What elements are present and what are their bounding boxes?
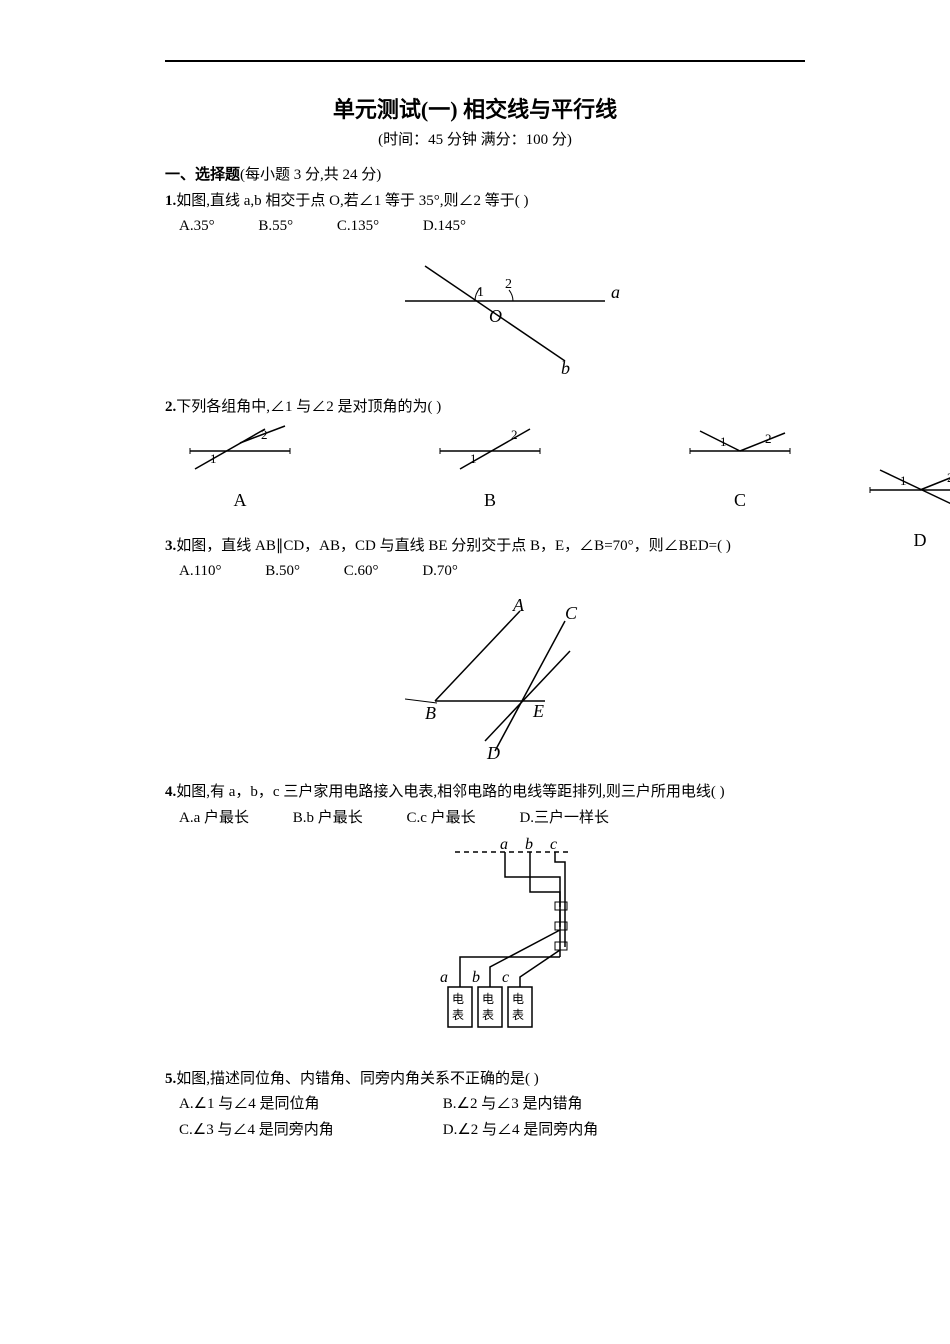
- question-5: 5.如图,描述同位角、内错角、同旁内角关系不正确的是( ) A.∠1 与∠4 是…: [165, 1067, 845, 1144]
- svg-text:E: E: [532, 701, 544, 721]
- q3-num: 3.: [165, 538, 176, 554]
- svg-text:b: b: [525, 837, 533, 853]
- svg-text:A: A: [512, 595, 525, 615]
- q5-opt-d: D.∠2 与∠4 是同旁内角: [443, 1122, 599, 1138]
- svg-text:D: D: [486, 743, 500, 761]
- page-subtitle: (时间：45 分钟 满分：100 分): [85, 128, 865, 149]
- question-3: 3.如图，直线 AB∥CD，AB，CD 与直线 BE 分别交于点 B，E，∠B=…: [165, 534, 845, 771]
- top-rule: [165, 60, 805, 62]
- svg-text:2: 2: [511, 427, 518, 442]
- q1-opt-b: B.55°: [258, 214, 293, 240]
- svg-text:B: B: [425, 703, 436, 723]
- q1-text: 如图,直线 a,b 相交于点 O,若∠1 等于 35°,则∠2 等于( ): [176, 193, 528, 209]
- q2-label-a: A: [185, 485, 295, 516]
- q5-num: 5.: [165, 1071, 176, 1087]
- q2-fig-d: 1 2 D: [865, 460, 950, 555]
- q1-figure: 1 2 O a b: [165, 246, 845, 386]
- svg-text:1: 1: [900, 473, 907, 488]
- svg-text:1: 1: [470, 451, 477, 466]
- svg-text:电: 电: [482, 992, 494, 1006]
- q5-text: 如图,描述同位角、内错角、同旁内角关系不正确的是( ): [176, 1071, 539, 1087]
- svg-text:b: b: [561, 358, 570, 376]
- svg-text:b: b: [472, 969, 480, 986]
- q4-opt-a: A.a 户最长: [179, 806, 249, 832]
- q3-figure: A C B E D: [165, 591, 845, 771]
- q4-options: A.a 户最长 B.b 户最长 C.c 户最长 D.三户一样长: [179, 806, 845, 832]
- q2-fig-c: 1 2 C: [685, 421, 795, 516]
- q3-options: A.110° B.50° C.60° D.70°: [179, 559, 845, 585]
- q1-opt-d: D.145°: [423, 214, 466, 240]
- q2-figures: 1 2 A 1 2 B: [185, 421, 845, 516]
- svg-text:2: 2: [765, 431, 772, 446]
- svg-text:C: C: [565, 603, 578, 623]
- svg-text:c: c: [502, 969, 509, 986]
- q3-opt-d: D.70°: [422, 559, 458, 585]
- q4-text: 如图,有 a，b，c 三户家用电路接入电表,相邻电路的电线等距排列,则三户所用电…: [176, 784, 724, 800]
- content: 一、选择题(每小题 3 分,共 24 分) 1.如图,直线 a,b 相交于点 O…: [165, 163, 845, 1143]
- q5-opt-b: B.∠2 与∠3 是内错角: [443, 1096, 583, 1112]
- q5-options: A.∠1 与∠4 是同位角 B.∠2 与∠3 是内错角 C.∠3 与∠4 是同旁…: [179, 1092, 845, 1143]
- svg-text:电: 电: [452, 992, 464, 1006]
- q2-fig-a: 1 2 A: [185, 421, 295, 516]
- q3-opt-c: C.60°: [344, 559, 379, 585]
- question-4: 4.如图,有 a，b，c 三户家用电路接入电表,相邻电路的电线等距排列,则三户所…: [165, 780, 845, 1057]
- svg-text:c: c: [550, 837, 557, 853]
- q2-text: 下列各组角中,∠1 与∠2 是对顶角的为( ): [176, 399, 441, 415]
- q3-text: 如图，直线 AB∥CD，AB，CD 与直线 BE 分别交于点 B，E，∠B=70…: [176, 538, 731, 554]
- q1-num: 1.: [165, 193, 176, 209]
- svg-text:2: 2: [261, 427, 268, 442]
- page-title: 单元测试(一) 相交线与平行线: [85, 92, 865, 124]
- svg-text:表: 表: [482, 1008, 494, 1022]
- q5-opt-a: A.∠1 与∠4 是同位角: [179, 1092, 439, 1118]
- svg-text:a: a: [500, 837, 508, 853]
- q5-opt-c: C.∠3 与∠4 是同旁内角: [179, 1118, 439, 1144]
- section-head: 一、选择题: [165, 167, 240, 183]
- q4-opt-d: D.三户一样长: [519, 806, 609, 832]
- section-1-heading: 一、选择题(每小题 3 分,共 24 分): [165, 163, 845, 189]
- question-1: 1.如图,直线 a,b 相交于点 O,若∠1 等于 35°,则∠2 等于( ) …: [165, 189, 845, 386]
- q4-num: 4.: [165, 784, 176, 800]
- q2-fig-b: 1 2 B: [435, 421, 545, 516]
- section-tail: (每小题 3 分,共 24 分): [240, 167, 381, 183]
- svg-text:2: 2: [505, 277, 512, 292]
- q4-opt-c: C.c 户最长: [407, 806, 476, 832]
- page: 单元测试(一) 相交线与平行线 (时间：45 分钟 满分：100 分) 一、选择…: [85, 0, 865, 1183]
- svg-text:a: a: [611, 282, 620, 302]
- q4-figure: a b c: [165, 837, 845, 1057]
- svg-text:1: 1: [720, 434, 727, 449]
- q2-label-c: C: [685, 485, 795, 516]
- question-2: 2.下列各组角中,∠1 与∠2 是对顶角的为( ) 1 2 A: [165, 395, 845, 516]
- svg-text:表: 表: [452, 1008, 464, 1022]
- q1-opt-c: C.135°: [337, 214, 379, 240]
- q1-opt-a: A.35°: [179, 214, 215, 240]
- q2-label-d: D: [865, 525, 950, 556]
- svg-text:电: 电: [512, 992, 524, 1006]
- svg-text:1: 1: [210, 451, 217, 466]
- q2-label-b: B: [435, 485, 545, 516]
- svg-text:O: O: [489, 306, 502, 326]
- svg-text:a: a: [440, 969, 448, 986]
- q3-opt-a: A.110°: [179, 559, 222, 585]
- q2-num: 2.: [165, 399, 176, 415]
- q4-opt-b: B.b 户最长: [293, 806, 363, 832]
- q1-options: A.35° B.55° C.135° D.145°: [179, 214, 845, 240]
- q3-opt-b: B.50°: [265, 559, 300, 585]
- svg-text:1: 1: [477, 285, 484, 300]
- svg-text:表: 表: [512, 1008, 524, 1022]
